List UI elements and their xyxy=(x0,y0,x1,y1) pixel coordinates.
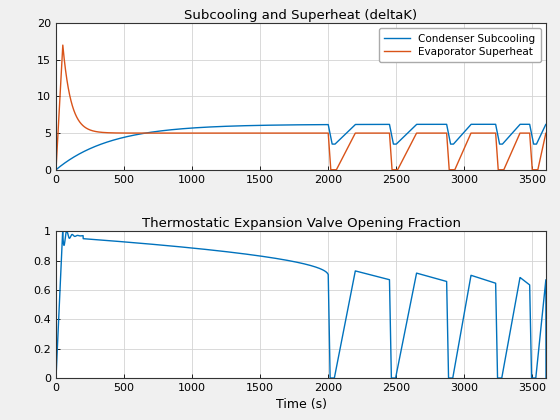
Evaporator Superheat xyxy=(111,131,118,136)
Line: Condenser Subcooling: Condenser Subcooling xyxy=(56,124,546,170)
Evaporator Superheat xyxy=(391,167,398,172)
Condenser Subcooling xyxy=(391,142,398,147)
X-axis label: Time (s): Time (s) xyxy=(276,399,326,412)
Line: Evaporator Superheat: Evaporator Superheat xyxy=(56,45,546,170)
Evaporator Superheat xyxy=(59,42,66,47)
Condenser Subcooling xyxy=(205,125,212,130)
Evaporator Superheat xyxy=(205,131,212,136)
Title: Subcooling and Superheat (deltaK): Subcooling and Superheat (deltaK) xyxy=(184,9,418,22)
Condenser Subcooling xyxy=(543,122,549,127)
Evaporator Superheat xyxy=(53,167,59,172)
Evaporator Superheat xyxy=(111,131,118,136)
Evaporator Superheat xyxy=(543,131,549,136)
Evaporator Superheat xyxy=(83,126,90,131)
Condenser Subcooling xyxy=(431,122,438,127)
Condenser Subcooling xyxy=(83,147,90,152)
Condenser Subcooling xyxy=(53,167,59,172)
Title: Thermostatic Expansion Valve Opening Fraction: Thermostatic Expansion Valve Opening Fra… xyxy=(142,217,460,230)
Condenser Subcooling xyxy=(111,137,118,142)
Legend: Condenser Subcooling, Evaporator Superheat: Condenser Subcooling, Evaporator Superhe… xyxy=(379,28,541,62)
Condenser Subcooling xyxy=(111,137,118,142)
Condenser Subcooling xyxy=(543,122,549,127)
Evaporator Superheat xyxy=(431,131,438,136)
